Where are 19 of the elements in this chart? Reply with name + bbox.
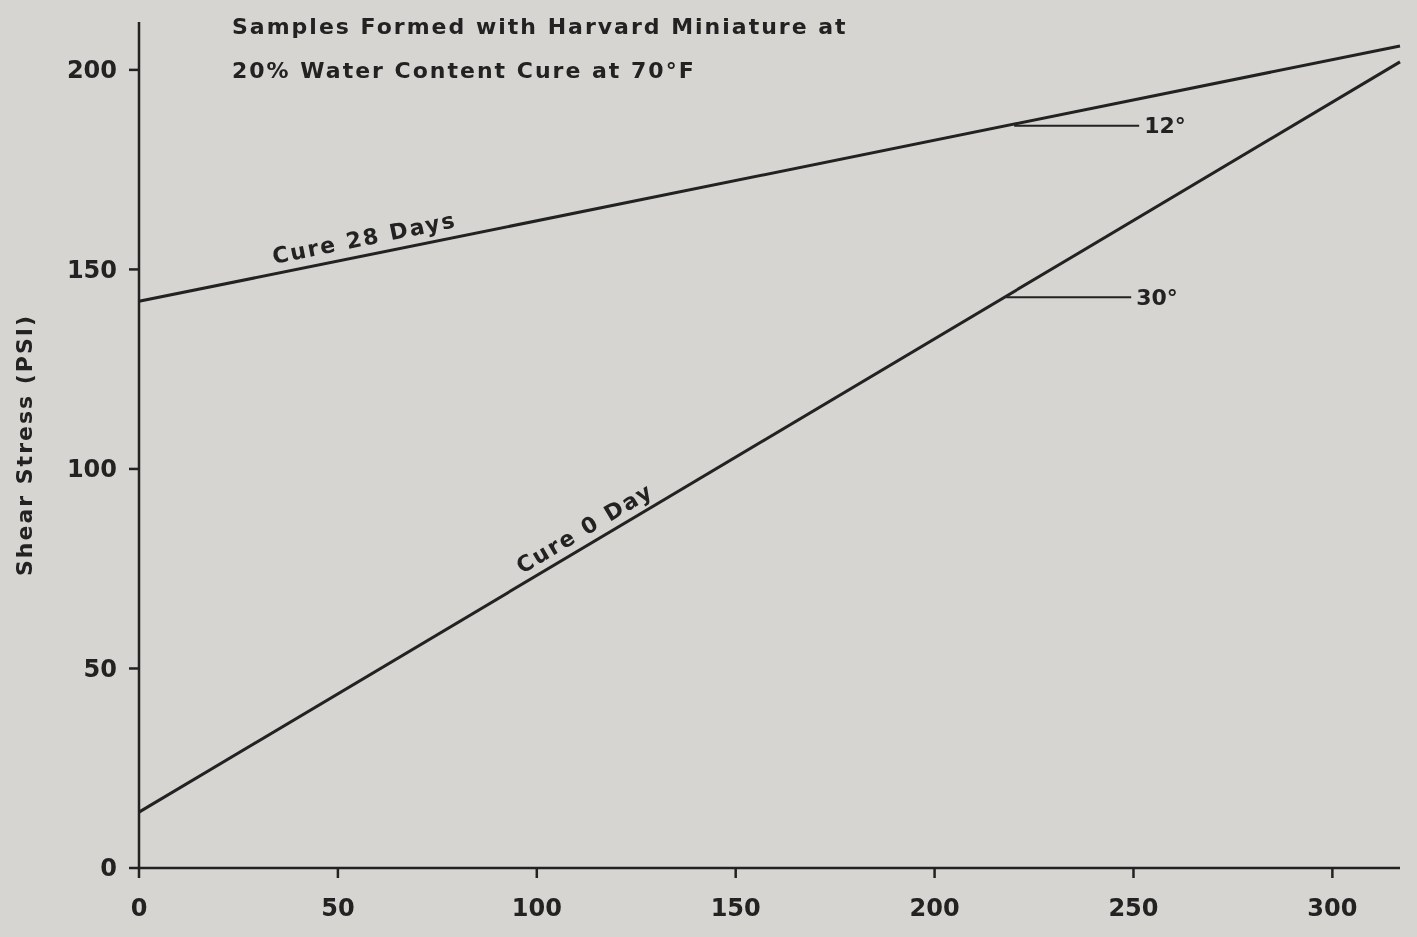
y-tick-label: 50 xyxy=(83,654,117,683)
x-tick-label: 200 xyxy=(909,894,960,922)
y-tick-label: 0 xyxy=(100,854,117,883)
x-tick-label: 150 xyxy=(710,894,761,922)
x-tick-label: 100 xyxy=(511,894,562,922)
text: Cure 28 Days xyxy=(269,207,459,269)
x-tick-label: 300 xyxy=(1307,894,1358,922)
y-tick-label: 200 xyxy=(66,56,117,85)
annotation: 30° xyxy=(1136,285,1178,311)
x-tick-label: 250 xyxy=(1108,894,1159,922)
x-tick-label: 0 xyxy=(130,894,148,922)
y-tick-label: 150 xyxy=(66,255,117,284)
annotation: 12° xyxy=(1144,113,1186,139)
text: Cure 0 Day xyxy=(511,477,658,579)
x-tick-label: 50 xyxy=(321,894,355,922)
chart-title: Samples Formed with Harvard Miniature at xyxy=(232,14,848,39)
text: 20% Water Content Cure at 70°F xyxy=(232,58,696,83)
y-tick-label: 100 xyxy=(66,455,117,484)
y-axis-title: Shear Stress (PSI) xyxy=(12,313,37,577)
